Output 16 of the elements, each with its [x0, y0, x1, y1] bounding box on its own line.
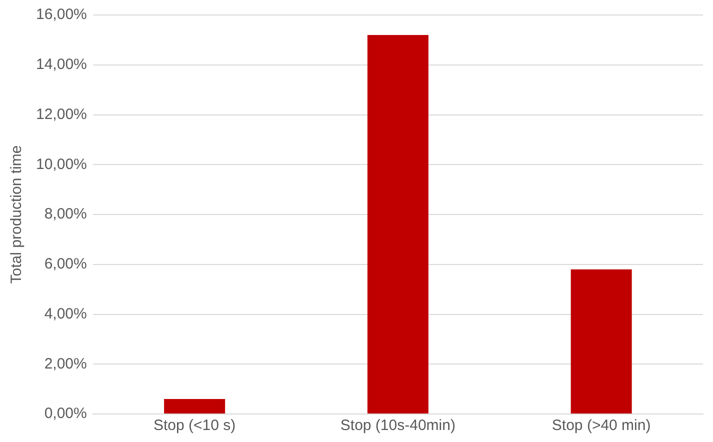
bar [367, 34, 428, 414]
x-tick-label: Stop (<10 s) [153, 417, 236, 434]
x-tick-label: Stop (>40 min) [552, 417, 651, 434]
y-tick-label: 0,00% [44, 405, 87, 422]
y-tick-label: 16,00% [36, 6, 87, 24]
y-tick-label: 14,00% [36, 56, 87, 74]
bar [164, 399, 226, 414]
y-axis-title: Total production time [8, 145, 26, 284]
y-tick-label: 10,00% [36, 156, 87, 173]
y-tick-label: 8,00% [44, 206, 87, 223]
y-tick-label: 2,00% [44, 355, 87, 372]
x-tick-label: Stop (10s-40min) [340, 417, 456, 434]
y-tick-label: 6,00% [44, 256, 87, 273]
y-tick-label: 4,00% [44, 305, 87, 322]
bar [570, 269, 632, 414]
y-tick-label: 12,00% [36, 106, 87, 123]
